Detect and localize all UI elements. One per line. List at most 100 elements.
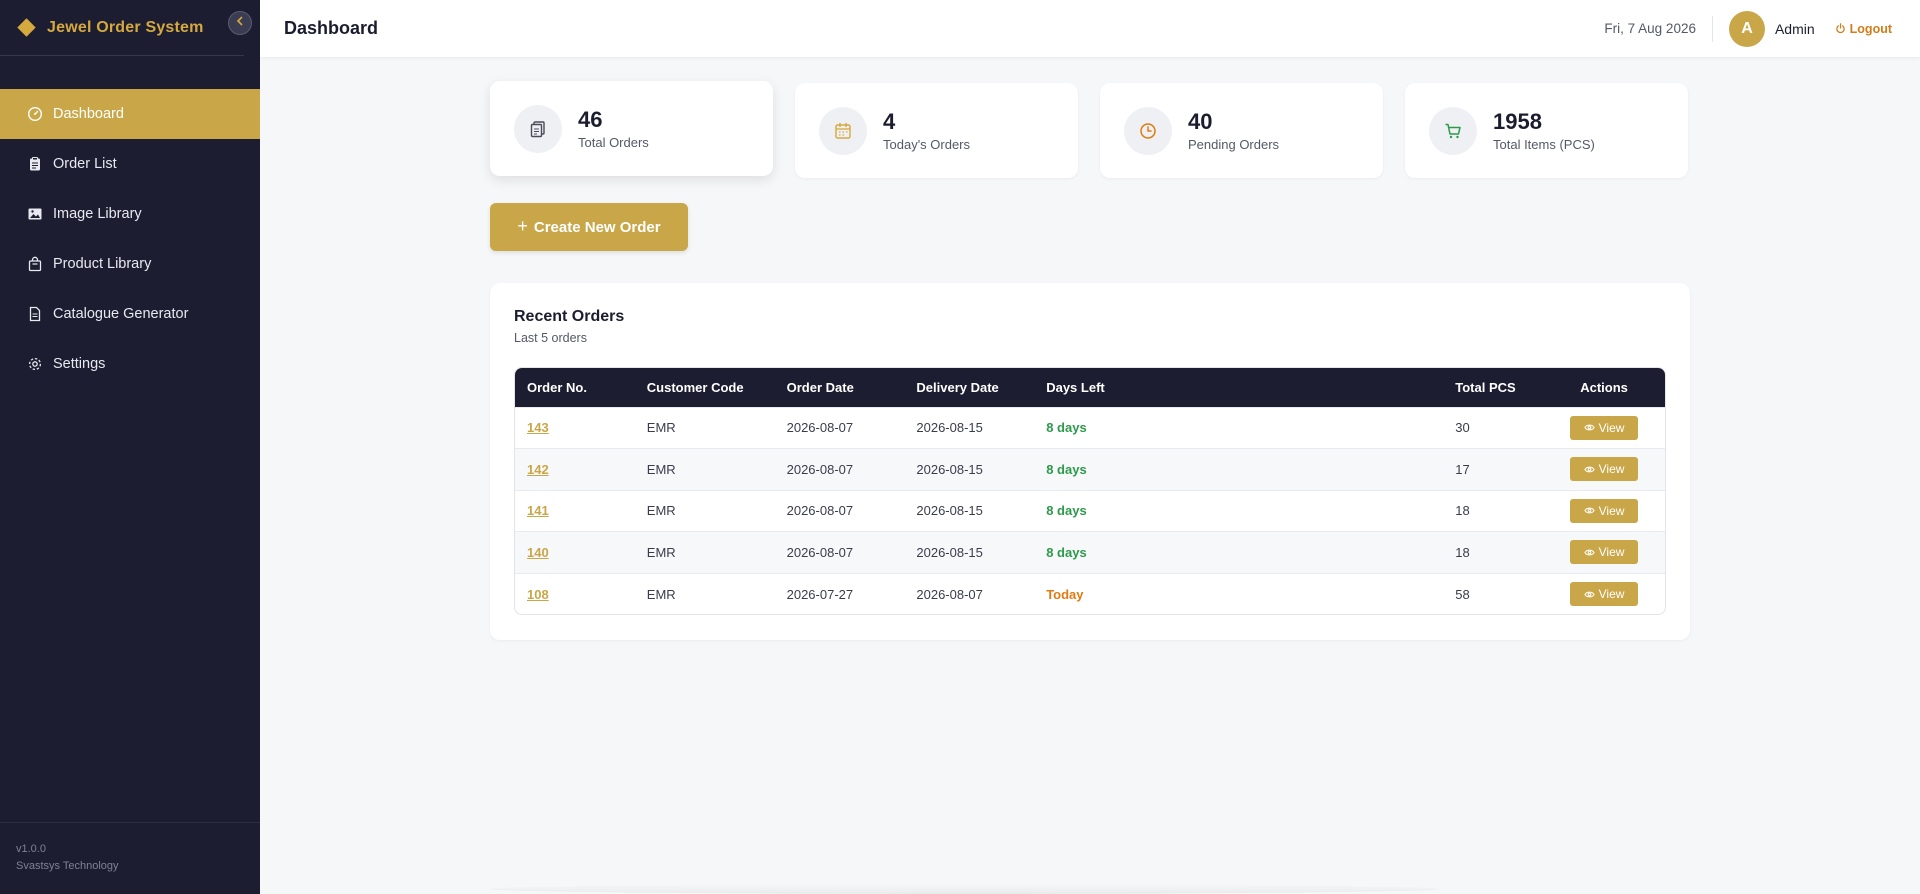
- delivery-date: 2026-08-15: [916, 461, 983, 477]
- calendar-icon: [819, 106, 867, 155]
- recent-orders-table: Order No. Customer Code Order Date Deliv…: [514, 367, 1666, 615]
- sidebar-collapse-button[interactable]: [228, 11, 252, 35]
- gear-icon: [27, 356, 43, 372]
- stat-label: Total Items (PCS): [1493, 137, 1595, 152]
- customer-code: EMR: [646, 461, 676, 477]
- sidebar-item-order-list[interactable]: Order List: [0, 139, 260, 189]
- stat-card-total-items: 1958 Total Items (PCS): [1405, 83, 1688, 178]
- sidebar-footer: v1.0.0 Svastsys Technology: [0, 822, 260, 894]
- days-left: Today: [1046, 586, 1084, 602]
- shopping-bag-icon: [27, 256, 43, 272]
- cart-icon: [1429, 106, 1477, 155]
- dashboard-gauge-icon: [27, 106, 43, 122]
- create-button-label: Create New Order: [533, 218, 661, 236]
- column-header: Total PCS: [1455, 379, 1516, 395]
- logout-label: Logout: [1849, 21, 1892, 36]
- table-header-row: Order No. Customer Code Order Date Deliv…: [515, 368, 1665, 407]
- delivery-date: 2026-08-07: [916, 586, 983, 602]
- sidebar: Jewel Order System Dashboard Order List …: [0, 0, 260, 894]
- order-number-link[interactable]: 142: [527, 461, 549, 477]
- order-number-link[interactable]: 108: [527, 586, 549, 602]
- view-button[interactable]: View: [1570, 498, 1639, 523]
- eye-icon: [1583, 547, 1595, 558]
- stat-value: 46: [578, 107, 603, 132]
- eye-icon: [1583, 505, 1595, 516]
- username: Admin: [1774, 20, 1815, 37]
- view-button[interactable]: View: [1570, 540, 1639, 565]
- stat-value: 1958: [1493, 109, 1542, 134]
- total-pcs: 58: [1455, 586, 1470, 602]
- eye-icon: [1583, 589, 1595, 600]
- table-row: 143 EMR 2026-08-07 2026-08-15 8 days 30 …: [515, 407, 1665, 449]
- stat-card-total-orders: 46 Total Orders: [490, 81, 773, 176]
- copy-documents-icon: [514, 104, 562, 153]
- days-left: 8 days: [1046, 461, 1087, 477]
- table-row: 142 EMR 2026-08-07 2026-08-15 8 days 17 …: [515, 448, 1665, 490]
- column-header: Customer Code: [646, 379, 744, 395]
- delivery-date: 2026-08-15: [916, 544, 983, 560]
- sidebar-item-label: Image Library: [53, 206, 142, 222]
- stat-value: 4: [883, 109, 896, 134]
- total-pcs: 18: [1455, 544, 1470, 560]
- customer-code: EMR: [646, 586, 676, 602]
- sidebar-item-label: Product Library: [53, 256, 152, 272]
- sidebar-item-label: Order List: [53, 156, 117, 172]
- column-header: Order Date: [786, 379, 854, 395]
- recent-orders-card: Recent Orders Last 5 orders Order No. Cu…: [490, 283, 1690, 640]
- clipboard-icon: [27, 156, 43, 172]
- view-label: View: [1598, 545, 1625, 560]
- order-number-link[interactable]: 140: [527, 544, 549, 560]
- sidebar-item-label: Dashboard: [53, 106, 124, 122]
- view-button[interactable]: View: [1570, 582, 1639, 606]
- order-number-link[interactable]: 141: [527, 503, 549, 519]
- column-header: Delivery Date: [916, 379, 999, 395]
- total-pcs: 17: [1455, 461, 1470, 477]
- avatar[interactable]: A: [1728, 10, 1765, 47]
- order-date: 2026-08-07: [786, 503, 854, 519]
- total-pcs: 18: [1455, 503, 1470, 519]
- column-header: Days Left: [1046, 379, 1105, 395]
- recent-orders-title: Recent Orders: [514, 308, 625, 325]
- stat-label: Pending Orders: [1188, 137, 1280, 152]
- sidebar-item-settings[interactable]: Settings: [0, 339, 260, 389]
- eye-icon: [1583, 464, 1595, 475]
- days-left: 8 days: [1046, 544, 1087, 560]
- current-date: Fri, 7 Aug 2026: [1604, 15, 1713, 42]
- view-label: View: [1598, 420, 1625, 435]
- table-row: 140 EMR 2026-08-07 2026-08-15 8 days 18 …: [515, 531, 1665, 573]
- sidebar-item-image-library[interactable]: Image Library: [0, 189, 260, 239]
- sidebar-item-label: Settings: [53, 356, 106, 372]
- view-label: View: [1598, 587, 1625, 601]
- sidebar-item-label: Catalogue Generator: [53, 306, 189, 322]
- app-version: v1.0.0: [16, 843, 46, 855]
- order-number-link[interactable]: 143: [527, 420, 549, 436]
- view-label: View: [1598, 462, 1625, 477]
- company-name: Svastsys Technology: [16, 860, 119, 872]
- stat-label: Today's Orders: [883, 137, 971, 152]
- eye-icon: [1583, 422, 1595, 433]
- stat-value: 40: [1188, 109, 1213, 134]
- create-new-order-button[interactable]: + Create New Order: [490, 203, 688, 251]
- logout-button[interactable]: Logout: [1835, 22, 1892, 36]
- image-icon: [27, 206, 43, 222]
- days-left: 8 days: [1046, 503, 1087, 519]
- sidebar-item-dashboard[interactable]: Dashboard: [0, 89, 260, 139]
- order-date: 2026-08-07: [786, 420, 854, 436]
- view-button[interactable]: View: [1570, 457, 1639, 482]
- view-button[interactable]: View: [1570, 415, 1639, 440]
- delivery-date: 2026-08-15: [916, 420, 983, 436]
- bottom-scroll-shadow: [490, 884, 1440, 894]
- page-title: Dashboard: [284, 18, 379, 38]
- order-date: 2026-08-07: [786, 461, 854, 477]
- clock-icon: [1124, 106, 1172, 155]
- column-header: Actions: [1580, 379, 1628, 395]
- stat-label: Total Orders: [578, 135, 649, 150]
- stat-card-todays-orders: 4 Today's Orders: [795, 83, 1078, 178]
- power-icon: [1835, 23, 1846, 34]
- order-date: 2026-07-27: [786, 586, 854, 602]
- sidebar-item-catalogue-generator[interactable]: Catalogue Generator: [0, 289, 260, 339]
- chevron-left-icon: [234, 14, 246, 32]
- brand: Jewel Order System: [0, 0, 244, 56]
- delivery-date: 2026-08-15: [916, 503, 983, 519]
- sidebar-item-product-library[interactable]: Product Library: [0, 239, 260, 289]
